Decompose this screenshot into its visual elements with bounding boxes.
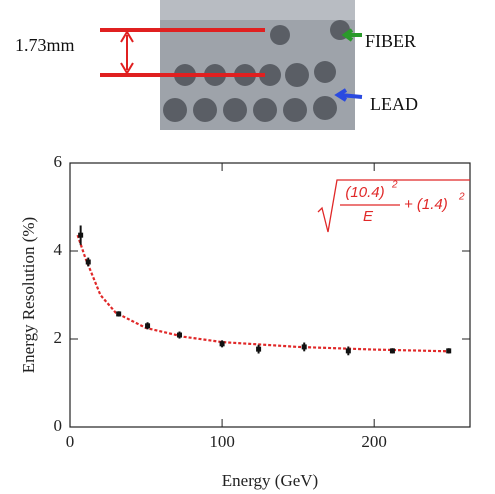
y-tick-label: 2	[54, 328, 63, 347]
data-point	[145, 323, 151, 329]
formula-term: + (1.4)	[404, 196, 448, 213]
plot-frame	[69, 162, 471, 428]
lead-label: LEAD	[370, 94, 418, 114]
y-tick-label: 6	[54, 152, 63, 171]
data-point	[177, 332, 183, 338]
detector-photo	[100, 0, 363, 130]
formula-exponent: 2	[458, 192, 465, 203]
data-point	[301, 344, 307, 350]
data-point	[446, 348, 452, 354]
y-tick-label: 4	[54, 240, 63, 259]
data-point	[389, 348, 395, 354]
y-axis-label: Energy Resolution (%)	[19, 217, 38, 373]
formula-numerator: (10.4)	[345, 184, 384, 201]
x-tick-label: 200	[361, 432, 387, 451]
data-point	[256, 346, 262, 352]
x-tick-label: 0	[66, 432, 75, 451]
fiber-label: FIBER	[365, 31, 416, 51]
fit-curve	[76, 234, 451, 353]
data-point	[219, 341, 225, 347]
data-point	[345, 348, 351, 354]
gap-label: 1.73mm	[15, 35, 75, 55]
y-tick-label: 0	[54, 416, 63, 435]
x-tick-label: 100	[209, 432, 235, 451]
formula-denominator: E	[363, 208, 374, 225]
data-point	[78, 232, 84, 238]
formula-exponent: 2	[391, 180, 398, 191]
data-point	[85, 259, 91, 265]
data-point	[116, 311, 122, 317]
formula: (10.4) 2 E + (1.4) 2	[317, 179, 470, 233]
x-axis-label: Energy (GeV)	[222, 471, 318, 490]
